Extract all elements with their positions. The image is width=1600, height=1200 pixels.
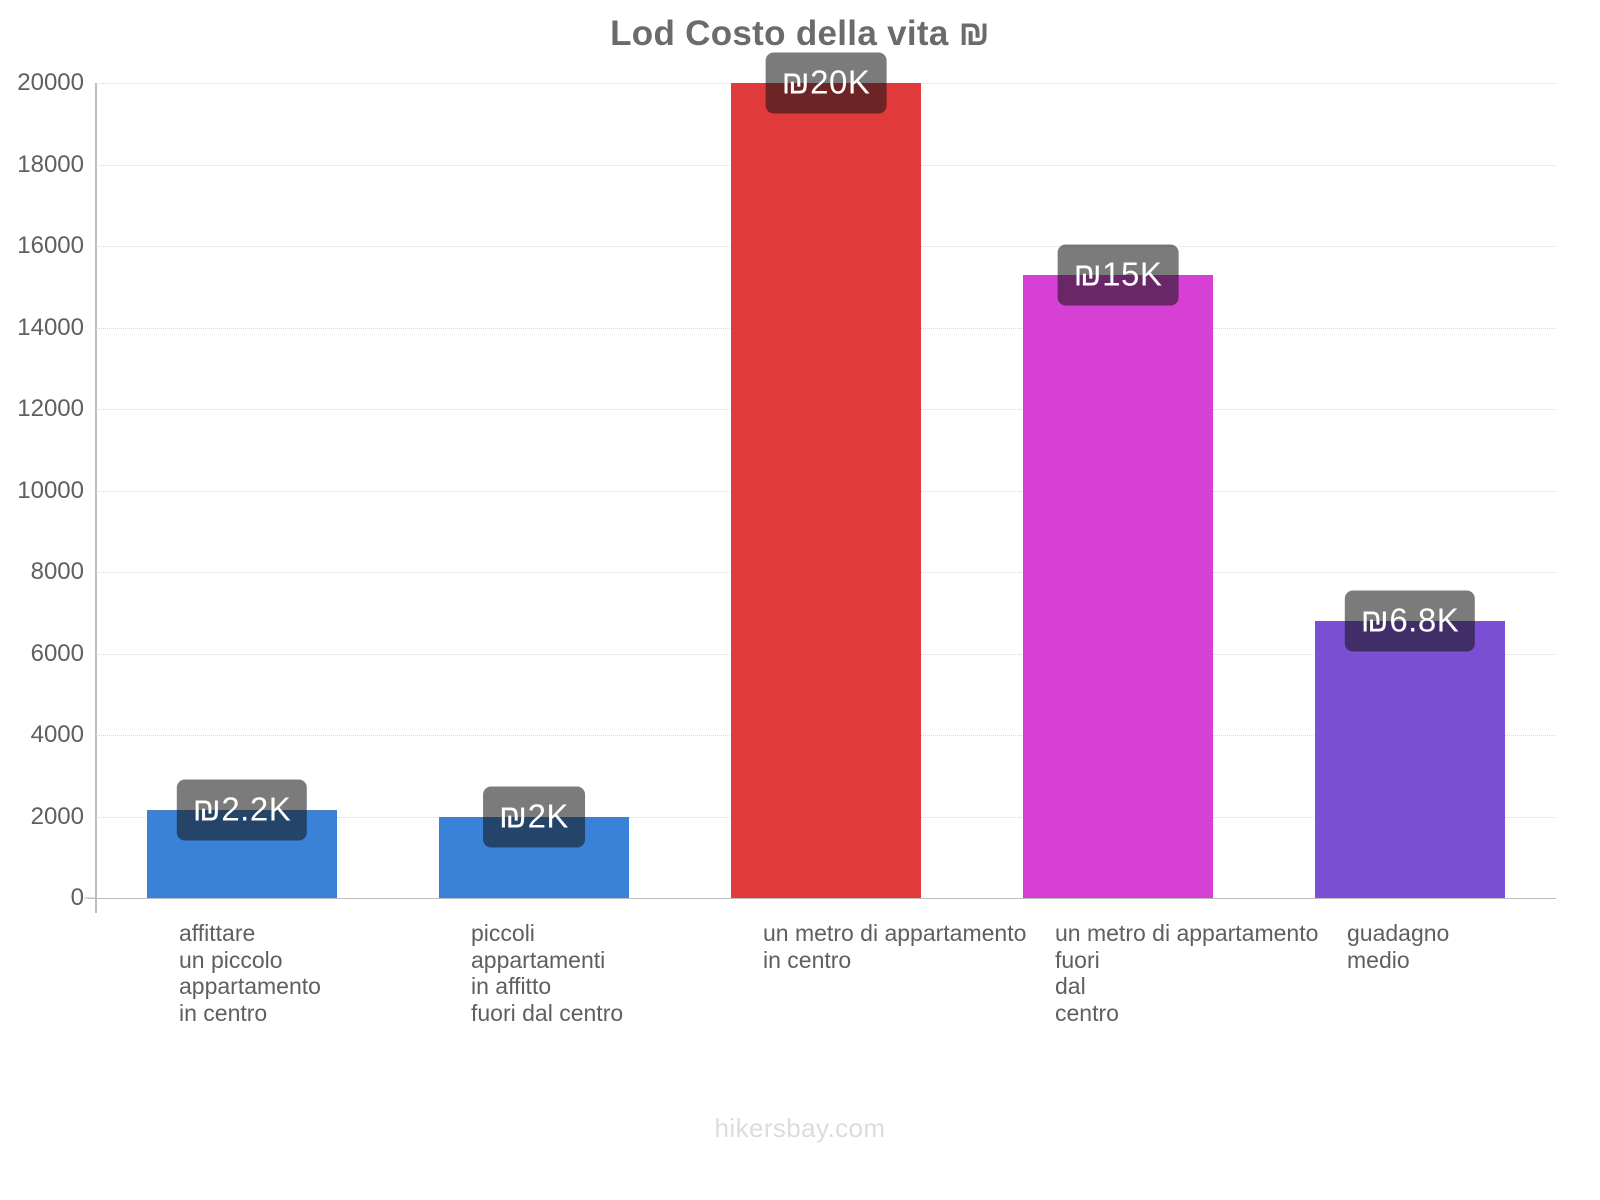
- y-axis-tick-label: 10000: [17, 476, 84, 504]
- bar-value-label: ₪6.8K: [1344, 590, 1476, 652]
- x-axis-category-label: un metro di appartamento fuori dal centr…: [1055, 920, 1319, 1026]
- x-axis-category-label: piccoli appartamenti in affitto fuori da…: [471, 920, 624, 1026]
- y-axis-line: [95, 83, 97, 913]
- x-axis-category-label: guadagno medio: [1347, 920, 1450, 973]
- plot-area: ₪2.2K ₪2K ₪20K ₪15K ₪6.8K: [88, 52, 1556, 899]
- y-axis-tick-label: 14000: [17, 313, 84, 341]
- x-axis-baseline: [88, 898, 1556, 899]
- y-axis-tick-label: 6000: [30, 639, 84, 667]
- y-axis-tick-label: 20000: [17, 69, 84, 96]
- bar-value-label: ₪2K: [483, 786, 585, 847]
- chart-title: Lod Costo della vita ₪: [610, 14, 990, 53]
- bar-value-label: ₪2.2K: [176, 779, 308, 841]
- footer-watermark: hikersbay.com: [714, 1113, 886, 1143]
- y-axis-tick-label: 16000: [17, 232, 84, 259]
- y-axis-tick-label: 4000: [30, 721, 84, 748]
- bar[interactable]: [731, 83, 921, 898]
- y-axis-tick-label: 8000: [30, 558, 84, 585]
- y-axis-tick-label: 2000: [30, 802, 84, 830]
- bar[interactable]: [1315, 620, 1505, 898]
- y-axis-tick-label: 0: [70, 884, 84, 911]
- x-axis-category-label: affittare un piccolo appartamento in cen…: [179, 920, 321, 1026]
- y-axis-tick-label: 18000: [17, 150, 84, 178]
- bar-value-label: ₪15K: [1057, 244, 1179, 306]
- x-axis-category-label: un metro di appartamento in centro: [763, 920, 1027, 973]
- bar-value-label: ₪20K: [765, 52, 887, 114]
- bar[interactable]: [1023, 274, 1213, 898]
- y-axis-tick-label: 12000: [17, 395, 84, 422]
